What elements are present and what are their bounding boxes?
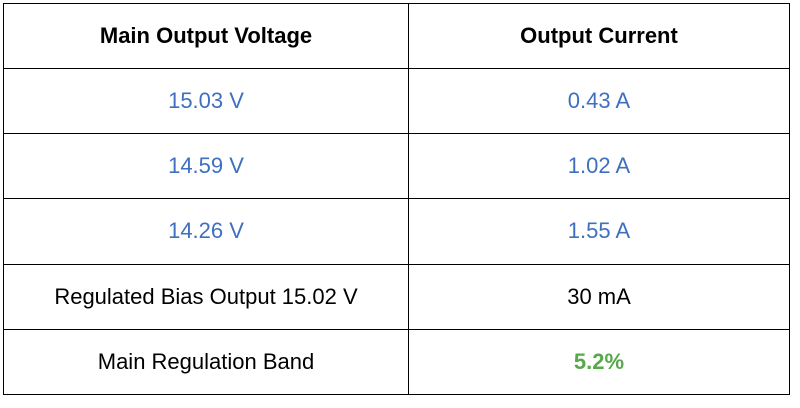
table-cell: 15.03 V [3,67,409,135]
table-cell: Regulated Bias Output 15.02 V [3,263,409,330]
table-cell: 30 mA [408,263,790,330]
table-cell: 1.55 A [408,198,790,265]
table-cell: 0.43 A [408,67,790,135]
header-cell: Main Output Voltage [3,3,409,69]
table-row: Main Regulation Band 5.2% [3,328,790,396]
table-cell: 14.26 V [3,198,409,265]
table-cell: Main Regulation Band [3,328,409,396]
header-row: Main Output Voltage Output Current [3,3,790,69]
table-row: 15.03 V 0.43 A [3,67,790,135]
table-cell: 5.2% [408,328,790,396]
table-cell: 1.02 A [408,133,790,200]
header-cell: Output Current [408,3,790,69]
table-row: 14.26 V 1.55 A [3,198,790,265]
table-row: 14.59 V 1.02 A [3,133,790,200]
data-table: Main Output Voltage Output Current 15.03… [3,3,790,396]
table-cell: 14.59 V [3,133,409,200]
table-row: Regulated Bias Output 15.02 V 30 mA [3,263,790,330]
